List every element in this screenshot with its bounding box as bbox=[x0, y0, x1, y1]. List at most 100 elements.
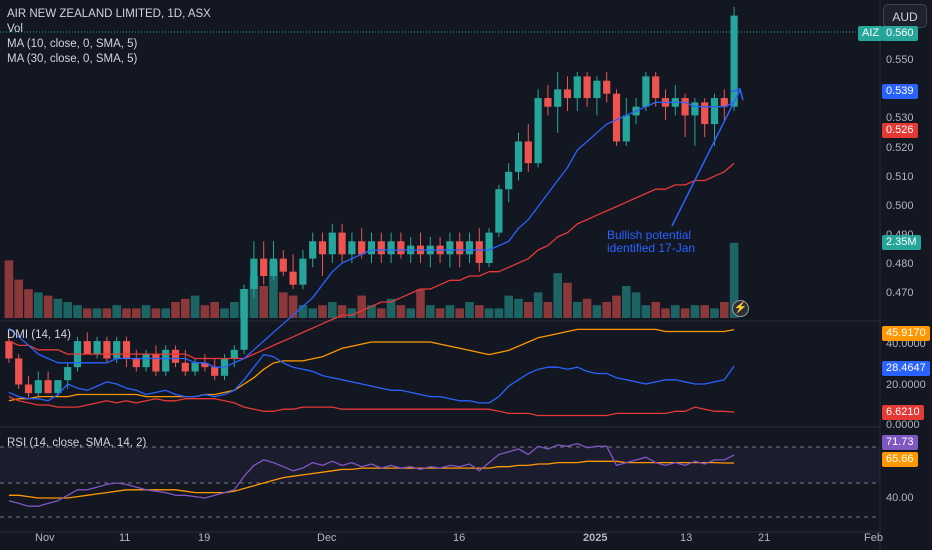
volume-bar bbox=[220, 308, 229, 318]
candle-body bbox=[475, 241, 483, 263]
volume-bar bbox=[582, 298, 592, 318]
time-axis-label: 19 bbox=[198, 532, 211, 544]
price-tick-label: 0.510 bbox=[886, 171, 914, 183]
volume-bar bbox=[592, 305, 602, 318]
volume-bar bbox=[573, 302, 582, 318]
candle-body bbox=[338, 232, 346, 255]
volume-bar bbox=[641, 305, 651, 318]
dmi-tick-label: 20.0000 bbox=[886, 379, 926, 391]
volume-bar bbox=[181, 298, 190, 318]
candle-body bbox=[103, 341, 111, 359]
price-tick-label: 0.520 bbox=[886, 142, 914, 154]
candle-body bbox=[122, 341, 131, 359]
time-axis-label: Feb bbox=[864, 532, 883, 544]
rsi-tag: 71.73 bbox=[882, 435, 918, 450]
volume-bar bbox=[533, 292, 543, 318]
candle-body bbox=[348, 241, 356, 255]
volume-bar bbox=[151, 308, 161, 318]
candle-body bbox=[191, 362, 199, 372]
price-tag: 0.539 bbox=[882, 84, 918, 99]
volume-bar bbox=[514, 298, 523, 318]
candle-body bbox=[328, 232, 336, 255]
volume-bar bbox=[337, 305, 347, 318]
volume-bar bbox=[141, 305, 151, 318]
volume-bar bbox=[34, 292, 43, 318]
volume-bar bbox=[426, 305, 435, 318]
candle-body bbox=[309, 241, 317, 259]
candle-body bbox=[593, 80, 601, 99]
candle-body bbox=[260, 258, 268, 276]
time-axis-label: 2025 bbox=[583, 532, 608, 544]
volume-bar bbox=[308, 308, 317, 318]
candle-body bbox=[583, 76, 591, 99]
candle-body bbox=[397, 241, 405, 255]
ma30-legend: MA (30, close, 0, SMA, 5) bbox=[7, 53, 138, 65]
volume-bar bbox=[720, 302, 729, 318]
candle-body bbox=[201, 362, 209, 368]
volume-bar bbox=[690, 305, 700, 318]
dmi-adx-line bbox=[8, 328, 735, 402]
volume-bar bbox=[671, 305, 680, 318]
volume-bar bbox=[484, 308, 494, 318]
annotation-line-2: identified 17-Jan bbox=[607, 241, 696, 255]
volume-bar bbox=[406, 308, 415, 318]
volume-bar bbox=[230, 302, 239, 318]
candle-body bbox=[612, 93, 621, 142]
candle-body bbox=[485, 232, 493, 263]
rsi-legend: RSI (14, close, SMA, 14, 2) bbox=[7, 437, 147, 449]
annotation-text[interactable]: Bullish potential identified 17-Jan bbox=[607, 229, 695, 255]
volume-bar bbox=[298, 305, 308, 318]
volume-bar bbox=[269, 260, 278, 318]
volume-bar bbox=[279, 292, 288, 318]
volume-bar bbox=[543, 302, 553, 318]
candle-body bbox=[465, 241, 474, 255]
volume-bar bbox=[4, 260, 14, 318]
volume-bar bbox=[475, 305, 484, 318]
rsi-band bbox=[0, 447, 880, 483]
volume-bar bbox=[494, 308, 504, 318]
ma30-line bbox=[8, 162, 735, 360]
candle-body bbox=[563, 89, 572, 99]
time-axis-label: 13 bbox=[680, 532, 693, 544]
currency-button[interactable]: AUD bbox=[883, 4, 927, 28]
candle-body bbox=[250, 258, 258, 290]
ma10-legend: MA (10, close, 0, SMA, 5) bbox=[7, 38, 138, 50]
dmi-tick-label: 40.0000 bbox=[886, 338, 926, 350]
annotation-arrow bbox=[671, 89, 741, 227]
symbol-title: AIR NEW ZEALAND LIMITED, 1D, ASX bbox=[7, 8, 211, 20]
rsi-ma-line bbox=[8, 460, 735, 499]
candle-body bbox=[446, 241, 454, 255]
candle-body bbox=[554, 89, 562, 107]
volume-bar bbox=[553, 273, 562, 318]
dmi-plus-line bbox=[8, 353, 735, 404]
time-axis-label: Dec bbox=[317, 532, 337, 544]
volume-bar bbox=[122, 308, 131, 318]
time-axis-label: 16 bbox=[453, 532, 466, 544]
volume-bar bbox=[83, 308, 92, 318]
candle-body bbox=[171, 349, 180, 363]
rsi-tick-label: 40.00 bbox=[886, 492, 914, 504]
last-price-tag: 0.560 bbox=[882, 26, 918, 41]
volume-bar bbox=[435, 308, 445, 318]
volume-bar bbox=[602, 302, 611, 318]
candle-body bbox=[5, 341, 13, 359]
volume-bar bbox=[504, 295, 513, 318]
candle-body bbox=[730, 15, 738, 107]
time-axis-label: 21 bbox=[758, 532, 771, 544]
dmi-tag: 6.6210 bbox=[882, 405, 924, 420]
candle-body bbox=[377, 241, 385, 255]
candle-body bbox=[622, 115, 630, 142]
volume-bar bbox=[377, 308, 386, 318]
volume-bar bbox=[396, 305, 406, 318]
candle-body bbox=[652, 76, 660, 99]
lightning-icon[interactable]: ⚡ bbox=[732, 300, 749, 317]
price-tag: 0.526 bbox=[882, 123, 918, 138]
price-tag: 2.35M bbox=[882, 235, 921, 250]
volume-bar bbox=[465, 302, 474, 318]
volume-bar bbox=[386, 298, 396, 318]
time-axis-label: Nov bbox=[35, 532, 55, 544]
candle-body bbox=[230, 349, 238, 359]
volume-bar bbox=[416, 289, 425, 318]
volume-bar bbox=[563, 282, 572, 318]
